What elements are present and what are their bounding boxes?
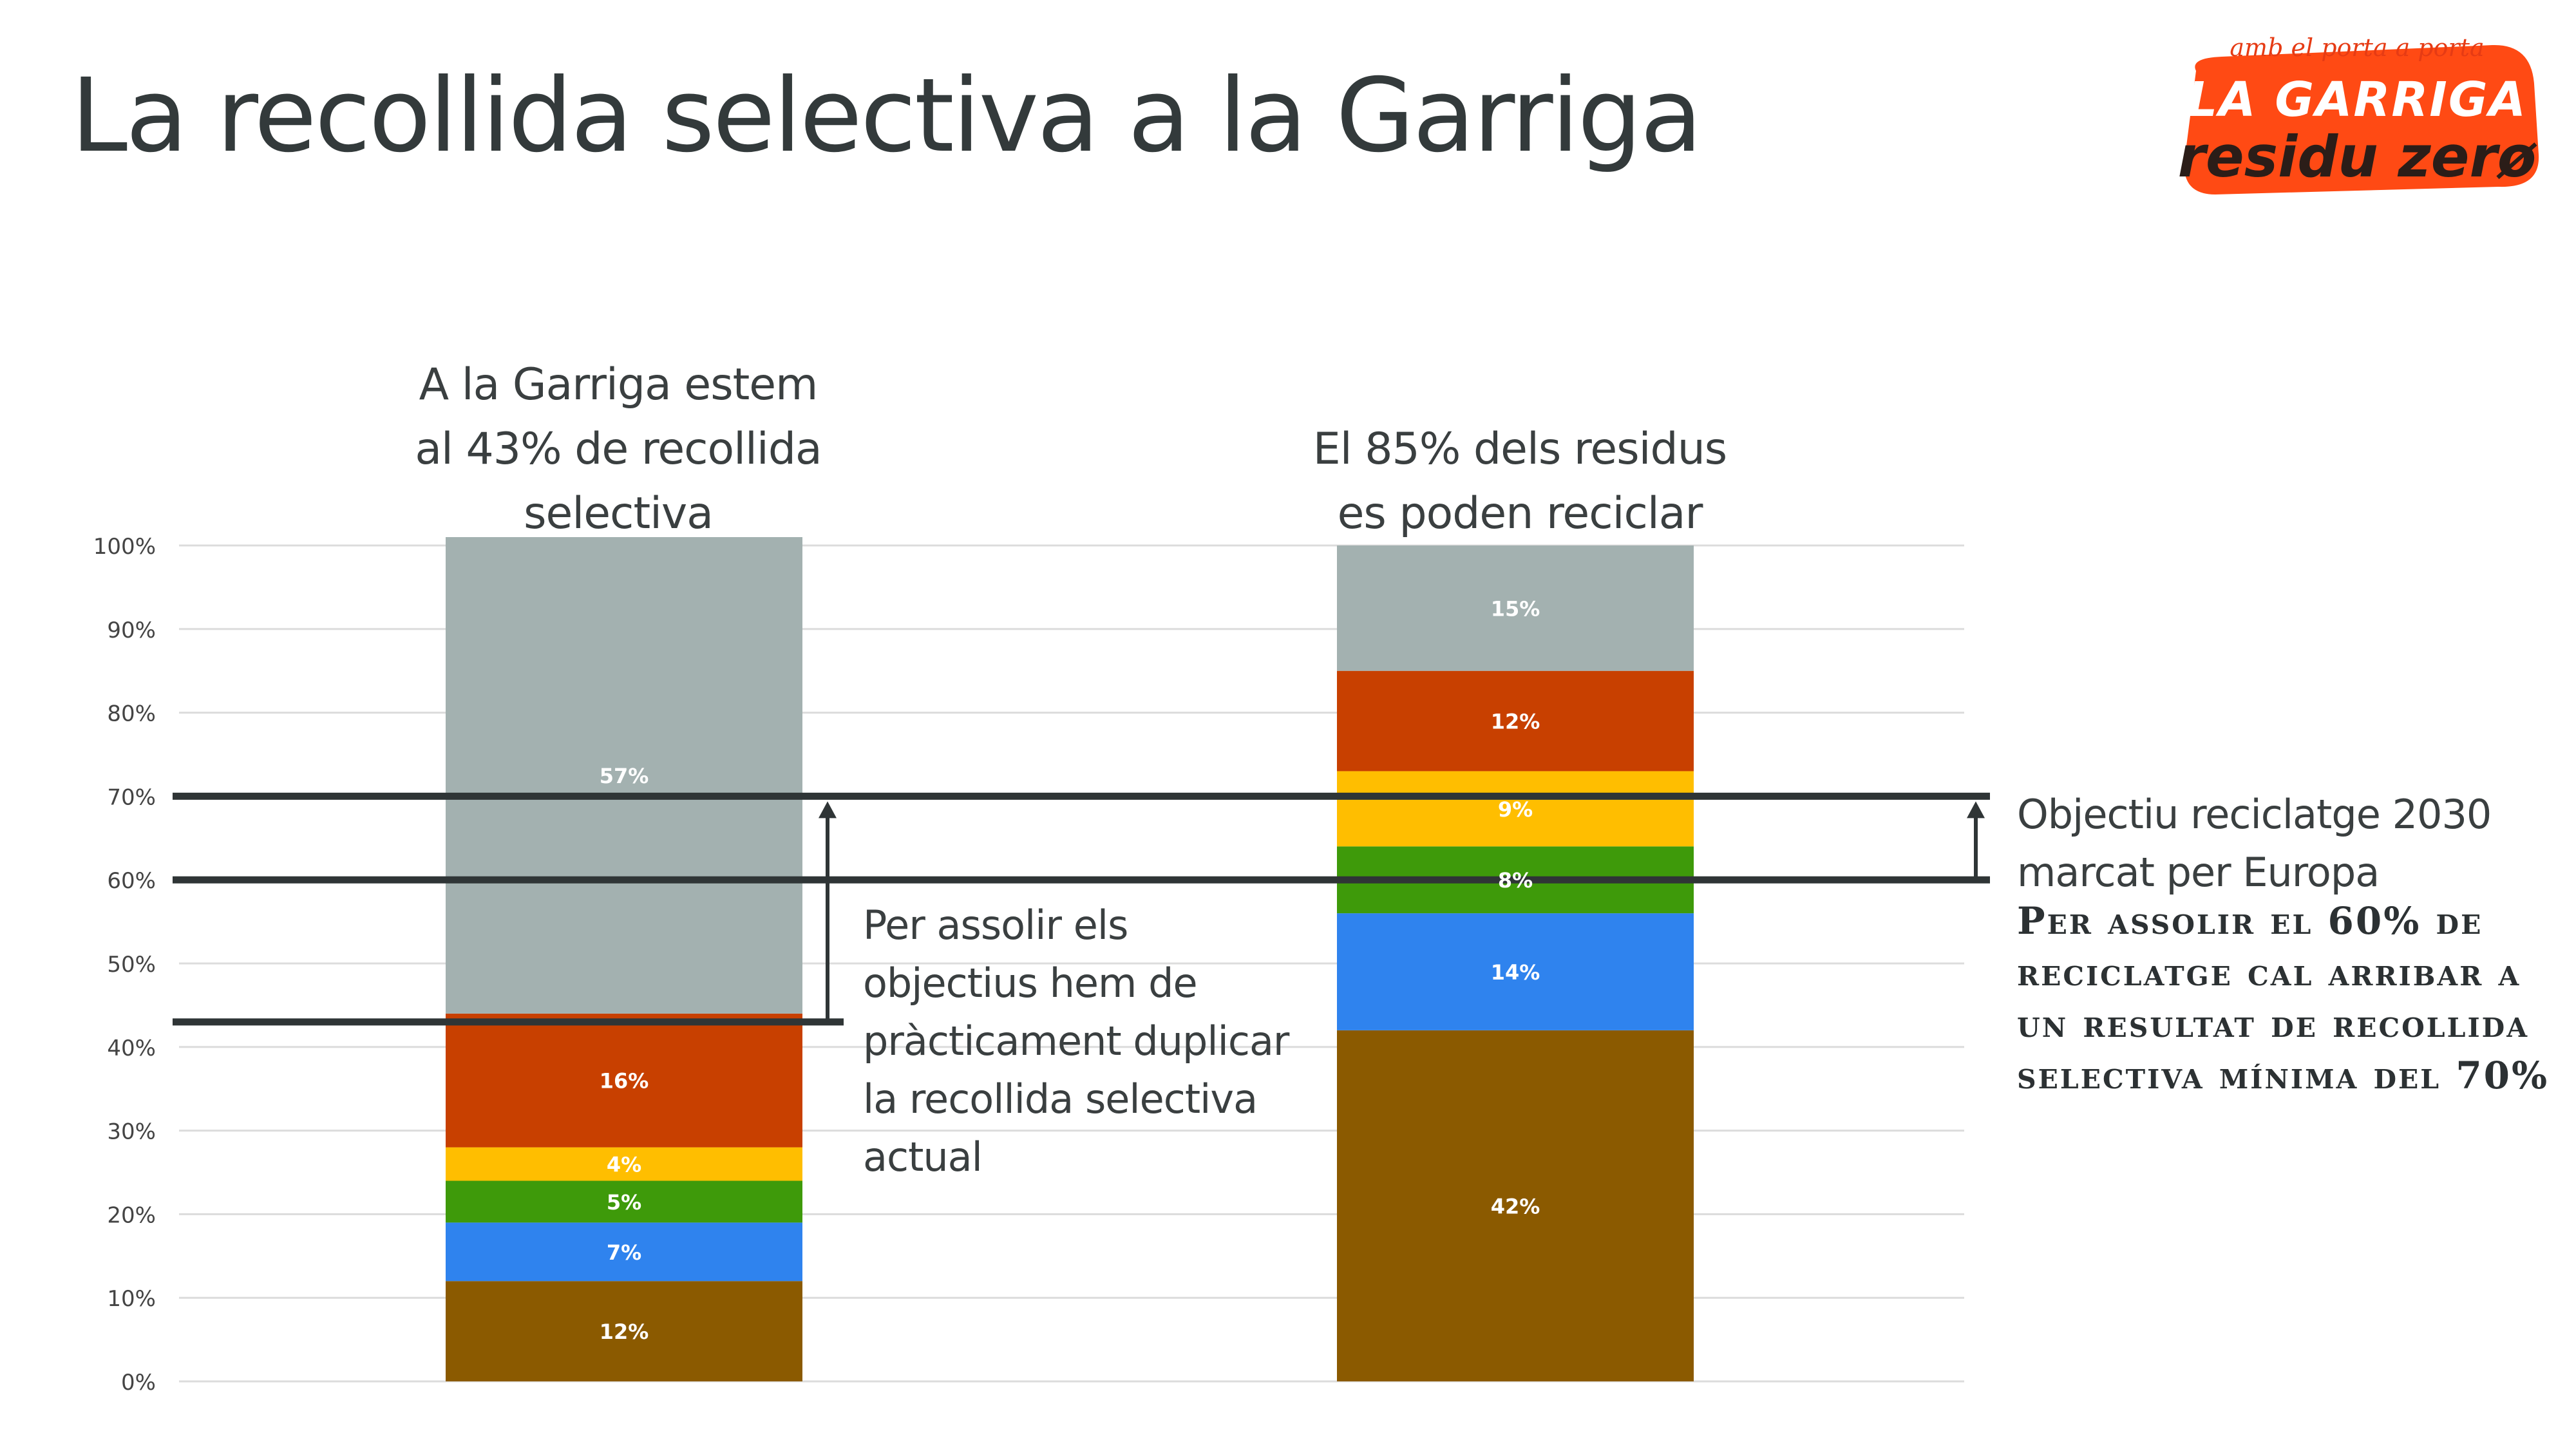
y-tick-label: 10% <box>107 1286 156 1312</box>
bar-segment <box>1337 771 1694 847</box>
data-label: 16% <box>600 1069 649 1094</box>
logo-line-2: residu zerø <box>2177 124 2537 190</box>
data-label: 7% <box>607 1240 641 1265</box>
bar-2-headline: El 85% dels residus es poden reciclar <box>1312 424 1727 539</box>
logo-badge-shape <box>2184 44 2539 194</box>
logo-tagline: amb el porta a porta <box>2230 33 2485 62</box>
data-label: 15% <box>1491 596 1540 621</box>
data-label: 4% <box>607 1153 641 1177</box>
bar-segment <box>1337 545 1694 671</box>
y-tick-label: 90% <box>107 618 156 643</box>
bar-segment <box>1337 913 1694 1030</box>
bar-1-headline: A la Garriga estem al 43% de recollida s… <box>415 359 822 539</box>
y-tick-label: 70% <box>107 784 156 810</box>
y-tick-label: 40% <box>107 1036 156 1061</box>
data-label: 8% <box>1498 868 1533 893</box>
right-annotation: Objectiu reciclatge 2030 marcat per Euro… <box>2017 791 2492 896</box>
y-tick-label: 50% <box>107 952 156 978</box>
bar-segment <box>446 537 802 1014</box>
la-garriga-residu-zero-logo: amb el porta a porta LA GARRIGA residu z… <box>2170 26 2544 200</box>
page-title: La recollida selectiva a la Garriga <box>71 57 1703 175</box>
arrow-head <box>819 801 837 819</box>
data-label: 5% <box>607 1190 641 1215</box>
y-tick-label: 60% <box>107 868 156 894</box>
data-label: 12% <box>600 1320 649 1344</box>
y-tick-label: 20% <box>107 1202 156 1228</box>
y-tick-label: 0% <box>121 1370 156 1396</box>
data-label: 57% <box>600 764 649 788</box>
y-tick-label: 30% <box>107 1119 156 1145</box>
y-tick-label: 100% <box>93 534 156 560</box>
right-bold-annotation: Per assolir el 60% de reciclatge cal arr… <box>2017 899 2550 1097</box>
bar-segment <box>446 1180 802 1223</box>
data-label: 14% <box>1491 960 1540 985</box>
bar-segment <box>1337 670 1694 772</box>
data-label: 42% <box>1491 1194 1540 1218</box>
bar-segment <box>446 1013 802 1148</box>
data-label: 9% <box>1498 797 1533 822</box>
middle-annotation: Per assolir els objectius hem de pràctic… <box>863 902 1289 1180</box>
arrow-head <box>1967 801 1985 819</box>
data-label: 12% <box>1491 710 1540 734</box>
logo-line-1: LA GARRIGA <box>2187 72 2527 128</box>
bar-segment <box>446 1222 802 1282</box>
bar-segment <box>1337 1030 1694 1381</box>
bar-segment <box>446 1281 802 1381</box>
y-tick-label: 80% <box>107 701 156 727</box>
bar-segment <box>446 1147 802 1181</box>
